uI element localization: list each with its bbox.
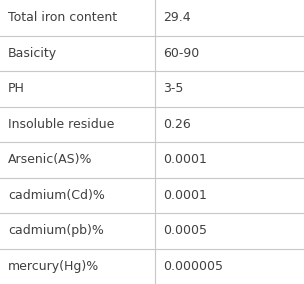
Text: cadmium(Cd)%: cadmium(Cd)%	[8, 189, 105, 202]
Text: Arsenic(AS)%: Arsenic(AS)%	[8, 153, 92, 166]
Text: 0.000005: 0.000005	[163, 260, 223, 273]
Text: 0.26: 0.26	[163, 118, 191, 131]
Text: 0.0005: 0.0005	[163, 224, 207, 237]
Text: mercury(Hg)%: mercury(Hg)%	[8, 260, 99, 273]
Text: 29.4: 29.4	[163, 11, 191, 24]
Text: PH: PH	[8, 82, 25, 95]
Text: Total iron content: Total iron content	[8, 11, 117, 24]
Text: Basicity: Basicity	[8, 47, 57, 60]
Text: Insoluble residue: Insoluble residue	[8, 118, 114, 131]
Text: 0.0001: 0.0001	[163, 153, 207, 166]
Text: 60-90: 60-90	[163, 47, 199, 60]
Text: cadmium(pb)%: cadmium(pb)%	[8, 224, 104, 237]
Text: 0.0001: 0.0001	[163, 189, 207, 202]
Text: 3-5: 3-5	[163, 82, 183, 95]
